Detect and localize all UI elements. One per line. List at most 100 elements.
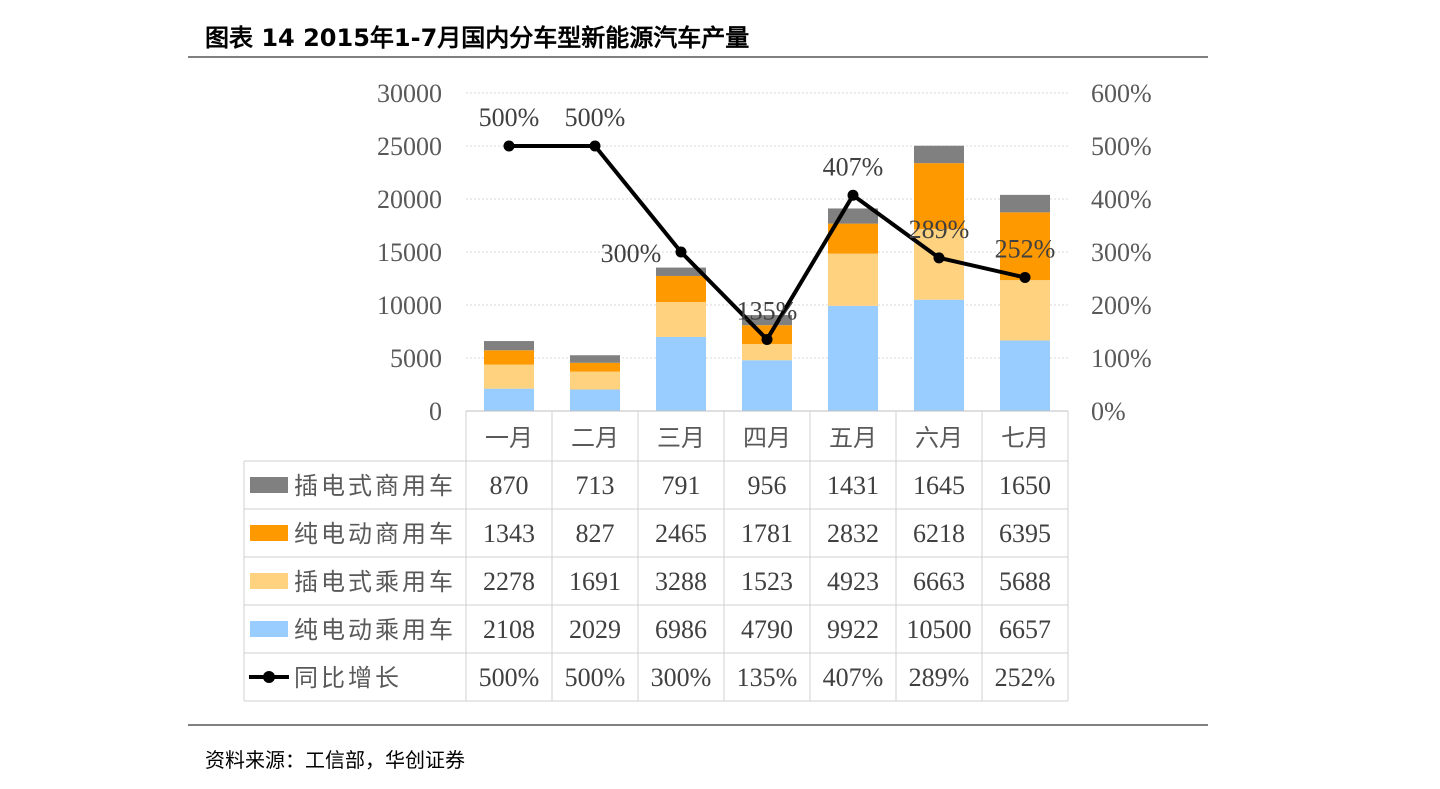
bar-segment [1000, 194, 1050, 213]
table-cell-value: 1431 [827, 471, 879, 500]
top-divider [188, 56, 1208, 58]
growth-marker [761, 333, 773, 345]
table-cell-value: 3288 [655, 567, 707, 596]
legend-key [250, 621, 288, 637]
bar-segment [742, 315, 792, 326]
table-cell-value: 4790 [741, 615, 793, 644]
y-right-tick-label: 100% [1091, 344, 1152, 373]
table-cell-value: 407% [823, 663, 884, 692]
y-right-tick-label: 600% [1091, 79, 1152, 108]
y-left-tick-label: 25000 [377, 132, 442, 161]
y-left-tick-label: 10000 [377, 291, 442, 320]
growth-marker [503, 140, 515, 152]
table-cell-value: 6663 [913, 567, 965, 596]
table-cell-value: 500% [565, 663, 626, 692]
bar-segment [1000, 340, 1050, 411]
table-cell-value: 1650 [999, 471, 1051, 500]
table-cell-value: 289% [909, 663, 970, 692]
growth-data-label: 500% [479, 103, 540, 132]
category-label: 七月 [1001, 425, 1049, 452]
bar-segment [914, 229, 964, 300]
growth-data-label: 289% [909, 215, 970, 244]
bar-segment [1000, 280, 1050, 341]
bar-segment [570, 362, 620, 372]
bar-segment [828, 253, 878, 306]
category-label: 五月 [829, 426, 877, 452]
table-cell-value: 4923 [827, 567, 879, 596]
table-cell-value: 2278 [483, 567, 535, 596]
growth-data-label: 252% [995, 234, 1056, 263]
growth-marker [589, 140, 601, 152]
y-right-tick-label: 200% [1091, 291, 1152, 320]
bar-segment [656, 275, 706, 303]
bar-segment [484, 350, 534, 365]
bar-segment [656, 302, 706, 337]
bar-segment [828, 223, 878, 254]
table-cell-value: 1781 [741, 519, 793, 548]
bar-segment [570, 355, 620, 363]
y-left-tick-label: 15000 [377, 238, 442, 267]
table-cell-value: 2465 [655, 519, 707, 548]
table-cell-value: 252% [995, 663, 1056, 692]
table-cell-value: 10500 [907, 615, 972, 644]
chart-title: 图表 14 2015年1-7月国内分车型新能源汽车产量 [205, 24, 750, 52]
category-label: 一月 [485, 426, 533, 452]
series-name: 同比增长 [294, 665, 402, 692]
table-cell-value: 827 [576, 519, 615, 548]
y-right-tick-label: 400% [1091, 185, 1152, 214]
series-name: 插电式乘用车 [294, 569, 456, 596]
category-label: 四月 [743, 426, 791, 452]
table-cell-value: 2108 [483, 615, 535, 644]
y-left-tick-label: 30000 [377, 79, 442, 108]
y-right-tick-label: 0% [1091, 397, 1126, 426]
bar-segment [742, 344, 792, 361]
table-cell-value: 6657 [999, 615, 1051, 644]
growth-data-label: 135% [737, 296, 798, 325]
table-cell-value: 5688 [999, 567, 1051, 596]
bar-segment [484, 341, 534, 351]
legend-key-marker [263, 671, 275, 683]
bar-segment [742, 360, 792, 411]
bar-segment [914, 163, 964, 230]
y-left-tick-label: 20000 [377, 185, 442, 214]
bar-segment [570, 389, 620, 411]
growth-data-label: 407% [823, 152, 884, 181]
growth-marker [1019, 271, 1031, 283]
series-name: 纯电动商用车 [294, 521, 456, 548]
source-note: 资料来源：工信部，华创证券 [205, 748, 465, 772]
table-cell-value: 2832 [827, 519, 879, 548]
growth-marker [675, 246, 687, 258]
table-cell-value: 870 [490, 471, 529, 500]
bar-segment [570, 371, 620, 390]
table-cell-value: 1645 [913, 471, 965, 500]
category-label: 六月 [915, 425, 963, 452]
legend-key [250, 525, 288, 541]
bar-segment [484, 388, 534, 411]
table-cell-value: 135% [737, 663, 798, 692]
bar-segment [828, 305, 878, 411]
table-cell-value: 500% [479, 663, 540, 692]
legend-key [250, 477, 288, 493]
table-cell-value: 1523 [741, 567, 793, 596]
growth-data-label: 300% [601, 239, 662, 268]
table-cell-value: 6395 [999, 519, 1051, 548]
table-cell-value: 791 [662, 471, 701, 500]
category-label: 三月 [657, 426, 705, 452]
y-left-tick-label: 0 [429, 397, 442, 426]
table-cell-value: 2029 [569, 615, 621, 644]
table-cell-value: 1343 [483, 519, 535, 548]
bar-segment [484, 364, 534, 389]
bar-segment [656, 336, 706, 411]
growth-data-label: 500% [565, 103, 626, 132]
category-label: 二月 [571, 426, 619, 452]
series-name: 插电式商用车 [294, 473, 456, 500]
growth-marker [847, 189, 859, 201]
table-cell-value: 9922 [827, 615, 879, 644]
table-cell-value: 6986 [655, 615, 707, 644]
table-cell-value: 713 [576, 471, 615, 500]
bottom-divider [188, 724, 1208, 726]
series-name: 纯电动乘用车 [294, 617, 456, 644]
y-left-tick-label: 5000 [390, 344, 442, 373]
growth-marker [933, 252, 945, 264]
